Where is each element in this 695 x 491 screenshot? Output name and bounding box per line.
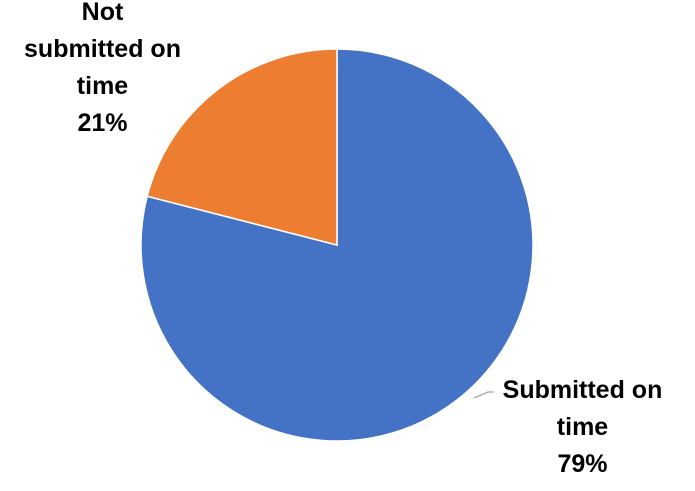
leader-line-submitted-on-time — [473, 391, 494, 399]
pie-slice-not-submitted-on-time — [146, 48, 338, 246]
slice-label-not-submitted-on-time: Not submitted on time 21% — [0, 0, 205, 142]
slice-label-submitted-on-time: Submitted on time 79% — [470, 372, 695, 483]
slice-value-label: 21% — [77, 109, 128, 137]
pie-slices — [140, 48, 534, 442]
slice-label-line: Submitted on — [502, 376, 663, 404]
slice-label-line: time — [556, 413, 609, 441]
pie-slice-submitted-on-time — [140, 48, 534, 442]
slice-label-line: time — [76, 72, 129, 100]
slice-value-label: 79% — [557, 450, 608, 478]
slice-label-line: submitted on — [24, 35, 181, 63]
slice-label-line: Not — [81, 0, 124, 26]
